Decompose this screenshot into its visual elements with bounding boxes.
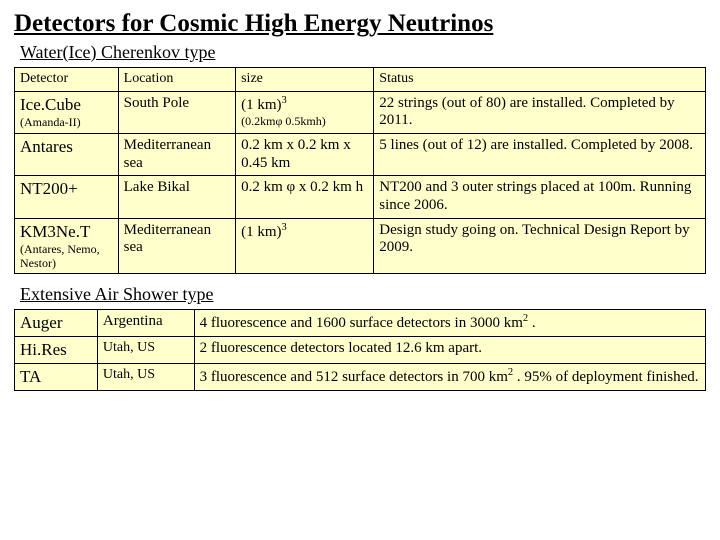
page-title: Detectors for Cosmic High Energy Neutrin… [14,10,706,38]
cell-detector: Auger [15,310,98,337]
size-sub: (0.2kmφ 0.5kmh) [241,114,368,128]
size-sup: 3 [282,95,287,106]
size-main: (1 km) [241,224,281,240]
table-row: Auger Argentina 4 fluorescence and 1600 … [15,310,706,337]
desc-text: 4 fluorescence and 1600 surface detector… [200,315,523,331]
cell-size: 0.2 km x 0.2 km x 0.45 km [236,133,374,175]
table-row: Antares Mediterranean sea 0.2 km x 0.2 k… [15,133,706,175]
cell-detector: Ice.Cube (Amanda-II) [15,91,119,133]
cell-detector: KM3Ne.T (Antares, Nemo, Nestor) [15,218,119,273]
cell-detector: Antares [15,133,119,175]
table-row: KM3Ne.T (Antares, Nemo, Nestor) Mediterr… [15,218,706,273]
detector-name: Ice.Cube [20,95,113,115]
table-header-row: Detector Location size Status [15,68,706,92]
hdr-size: size [236,68,374,92]
cell-detector: TA [15,364,98,391]
cell-desc: 2 fluorescence detectors located 12.6 km… [194,337,705,364]
size-main: (1 km) [241,97,281,113]
cell-location: Utah, US [97,364,194,391]
desc-text2: . [528,315,536,331]
detector-subname: (Antares, Nemo, Nestor) [20,242,113,270]
cell-location: Lake Bikal [118,176,235,218]
hdr-location: Location [118,68,235,92]
cell-detector: Hi.Res [15,337,98,364]
detector-name: KM3Ne.T [20,222,113,242]
cell-location: Mediterranean sea [118,218,235,273]
cell-size: 0.2 km φ x 0.2 km h [236,176,374,218]
table-row: Ice.Cube (Amanda-II) South Pole (1 km)3 … [15,91,706,133]
eas-table: Auger Argentina 4 fluorescence and 1600 … [14,309,706,391]
table-row: TA Utah, US 3 fluorescence and 512 surfa… [15,364,706,391]
table-row: Hi.Res Utah, US 2 fluorescence detectors… [15,337,706,364]
section2-heading: Extensive Air Shower type [20,284,706,305]
hdr-status: Status [374,68,706,92]
cell-location: South Pole [118,91,235,133]
cell-status: Design study going on. Technical Design … [374,218,706,273]
cell-size: (1 km)3 [236,218,374,273]
desc-text: 3 fluorescence and 512 surface detectors… [200,369,508,385]
cell-detector: NT200+ [15,176,119,218]
cell-location: Mediterranean sea [118,133,235,175]
cell-desc: 3 fluorescence and 512 surface detectors… [194,364,705,391]
cell-location: Argentina [97,310,194,337]
section1-heading: Water(Ice) Cherenkov type [20,42,706,63]
cherenkov-table: Detector Location size Status Ice.Cube (… [14,67,706,274]
hdr-detector: Detector [15,68,119,92]
cell-size: (1 km)3 (0.2kmφ 0.5kmh) [236,91,374,133]
cell-status: 22 strings (out of 80) are installed. Co… [374,91,706,133]
table-row: NT200+ Lake Bikal 0.2 km φ x 0.2 km h NT… [15,176,706,218]
cell-status: 5 lines (out of 12) are installed. Compl… [374,133,706,175]
cell-location: Utah, US [97,337,194,364]
size-sup: 3 [282,222,287,233]
cell-desc: 4 fluorescence and 1600 surface detector… [194,310,705,337]
detector-subname: (Amanda-II) [20,115,113,129]
desc-text2: . 95% of deployment finished. [513,369,698,385]
cell-status: NT200 and 3 outer strings placed at 100m… [374,176,706,218]
